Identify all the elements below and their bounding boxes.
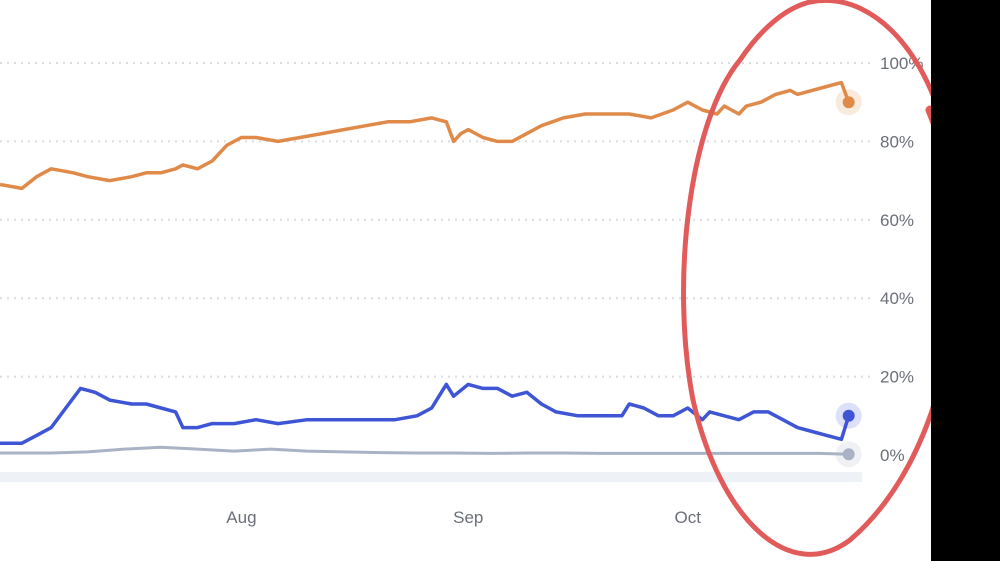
x-tick-label: Oct: [674, 508, 701, 527]
grid: [0, 62, 870, 378]
y-tick-label: 20%: [880, 368, 914, 387]
y-tick-label: 40%: [880, 289, 914, 308]
x-tick-label: Sep: [453, 508, 483, 527]
highlight-ellipse: [681, 0, 961, 557]
annotation: [681, 0, 963, 557]
series-line: [0, 80, 851, 191]
series-line: [0, 382, 851, 445]
y-tick-label: 60%: [880, 211, 914, 230]
y-axis: 0%20%40%60%80%100%: [880, 54, 923, 465]
y-tick-label: 80%: [880, 132, 914, 151]
x-axis-baseline: [0, 472, 862, 482]
x-tick-label: Aug: [226, 508, 256, 527]
series-end-point[interactable]: [842, 448, 855, 461]
right-edge-bar: [931, 0, 1000, 561]
series-end-point[interactable]: [842, 96, 855, 109]
series-group: [0, 80, 862, 468]
series-line: [0, 445, 849, 456]
x-axis: Aug Sep Oct: [226, 508, 701, 527]
y-tick-label: 0%: [880, 446, 905, 465]
series-end-point[interactable]: [842, 409, 855, 422]
